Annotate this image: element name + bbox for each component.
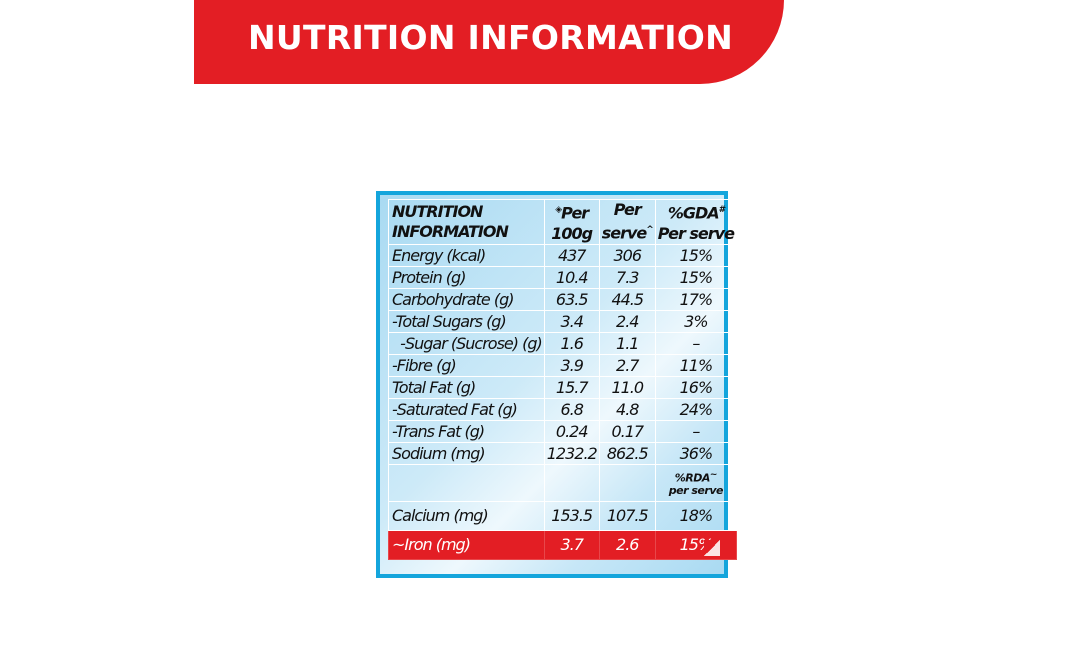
header-gda-line2: Per serve [657,223,735,243]
per100-value: 10.4 [543,266,600,289]
iron-rda: 15% [654,530,737,560]
table-row: -Sugar (Sucrose) (g) 1.6 1.1– [388,332,737,355]
nutrient-label: Energy (kcal) [388,244,545,267]
perserve-value: 2.7 [598,354,656,377]
table-row: Carbohydrate (g) 63.5 44.5 17% [388,288,737,311]
perserve-value: 44.5 [598,288,656,311]
header-label-line2: INFORMATION [392,222,509,241]
perserve-value: 1.1 [598,332,656,355]
per100-value: 6.8 [543,398,600,421]
calcium-perserve: 107.5 [598,501,656,531]
banner-title: NUTRITION INFORMATION [248,18,734,57]
perserve-value: 2.4 [598,310,656,333]
iron-perserve: 2.6 [598,530,656,560]
nutrient-label: Carbohydrate (g) [388,288,545,311]
rda-header-row: %RDA~ per serve [388,464,737,502]
page-curl-corner [704,540,720,556]
header-perserve-line2: serve [601,223,648,243]
calcium-row: Calcium (mg) 153.5 107.5 18% [388,501,737,531]
nutrition-panel: NUTRITION INFORMATION ◈Per 100g Per serv… [376,191,737,578]
per100-value: 1.6 [543,332,600,355]
table-header-row: NUTRITION INFORMATION ◈Per 100g Per serv… [388,199,737,245]
gda-value: 24% [654,398,737,421]
gda-value: 16% [654,376,737,399]
perserve-value: 7.3 [598,266,656,289]
perserve-value: 862.5 [598,442,656,465]
per100-value: 3.4 [543,310,600,333]
gda-value: – [654,420,737,443]
header-gda-line1: %GDA [667,203,720,223]
perserve-value: 306 [598,244,656,267]
per100-value: 437 [543,244,600,267]
title-banner [194,0,784,84]
gda-value: 3% [654,310,737,333]
per100-value: 0.24 [543,420,600,443]
header-label-cell: NUTRITION INFORMATION [388,199,545,245]
perserve-value: 11.0 [598,376,656,399]
gda-value: 11% [654,354,737,377]
calcium-per100: 153.5 [543,501,600,531]
nutrient-label: -Total Sugars (g) [388,310,545,333]
rda-header-line1: %RDA [674,471,711,485]
calcium-rda: 18% [654,501,737,531]
per100-symbol: ◈ [555,205,562,216]
rda-symbol: ~ [709,469,718,480]
per100-value: 15.7 [543,376,600,399]
header-perserve-line1: Per [613,200,642,220]
nutrient-label: Protein (g) [388,266,545,289]
rda-empty-cell [543,464,600,502]
perserve-value: 0.17 [598,420,656,443]
gda-value: 36% [654,442,737,465]
header-per100-cell: ◈Per 100g [543,199,600,245]
nutrient-label: Sodium (mg) [388,442,545,465]
table-row: -Trans Fat (g) 0.24 0.17– [388,420,737,443]
gda-value: 15% [654,244,737,267]
nutrient-label: -Trans Fat (g) [388,420,545,443]
per100-value: 3.9 [543,354,600,377]
gda-value: – [654,332,737,355]
table-row: -Fibre (g) 3.9 2.7 11% [388,354,737,377]
header-per100-line2: 100g [551,223,593,243]
table-row: Total Fat (g) 15.7 11.0 16% [388,376,737,399]
nutrition-table: NUTRITION INFORMATION ◈Per 100g Per serv… [388,199,737,560]
iron-label: ~Iron (mg) [388,530,545,560]
perserve-symbol: ^ [646,225,653,236]
header-per100-line1: Per [561,203,589,223]
rda-empty-cell [388,464,545,502]
header-perserve-cell: Per serve^ [598,199,656,245]
table-row: Energy (kcal) 437 306 15% [388,244,737,267]
perserve-value: 4.8 [598,398,656,421]
gda-symbol: # [718,205,725,216]
table-row: -Total Sugars (g) 3.4 2.4 3% [388,310,737,333]
header-label-line1: NUTRITION [392,202,483,221]
gda-value: 17% [654,288,737,311]
rda-empty-cell [598,464,656,502]
table-row: Sodium (mg) 1232.2 862.5 36% [388,442,737,465]
table-row: Protein (g) 10.4 7.3 15% [388,266,737,289]
rda-header-line2: per serve [668,484,724,498]
nutrient-label: -Sugar (Sucrose) (g) [388,332,545,355]
iron-per100: 3.7 [543,530,600,560]
nutrient-label: Total Fat (g) [388,376,545,399]
nutrient-label: -Fibre (g) [388,354,545,377]
table-row: -Saturated Fat (g) 6.8 4.8 24% [388,398,737,421]
rda-header-cell: %RDA~ per serve [654,464,737,502]
iron-row: ~Iron (mg) 3.7 2.6 15% [388,530,737,560]
gda-value: 15% [654,266,737,289]
per100-value: 63.5 [543,288,600,311]
header-gda-cell: %GDA# Per serve [654,199,737,245]
nutrient-label: -Saturated Fat (g) [388,398,545,421]
per100-value: 1232.2 [543,442,600,465]
calcium-label: Calcium (mg) [388,501,545,531]
